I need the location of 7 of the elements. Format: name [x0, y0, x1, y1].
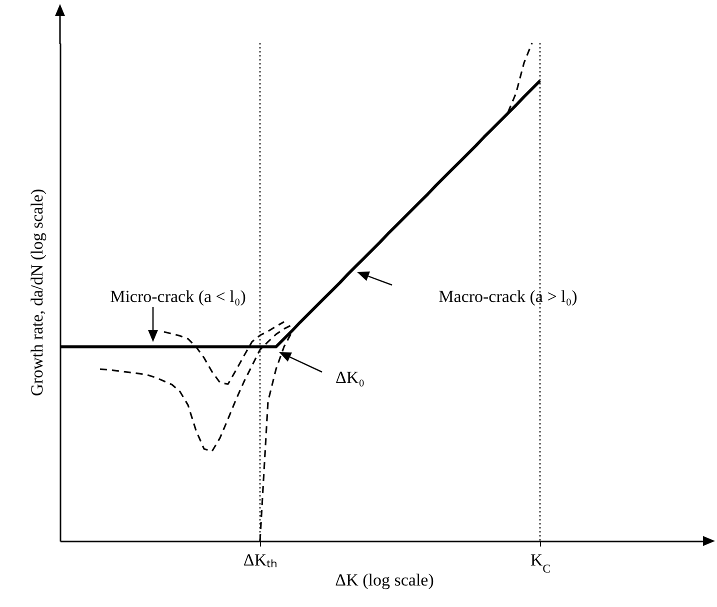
annotation: ΔK₀ [335, 368, 365, 387]
x-tick-label: ΔKₜₕ [243, 550, 278, 570]
y-axis-title: Growth rate, da/dN (log scale) [28, 188, 46, 396]
x-tick-label: K$_{C}$ [530, 550, 551, 576]
x-axis-title: ΔK (log scale) [335, 570, 434, 590]
annotation: Macro-crack (a > l₀) [438, 287, 578, 306]
annotation: Micro-crack (a < l₀) [110, 287, 246, 306]
